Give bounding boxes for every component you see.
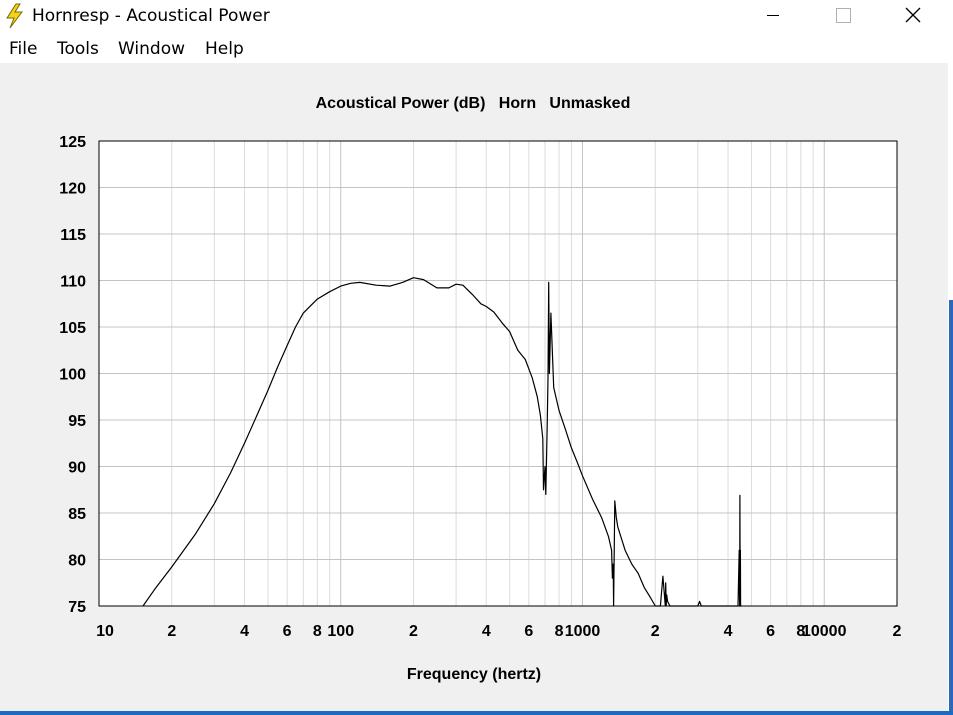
menu-help[interactable]: Help	[205, 39, 244, 59]
taskbar-edge	[0, 711, 953, 715]
x-tick-label: 2	[651, 623, 660, 640]
chart-title: Acoustical Power (dB) Horn Unmasked	[316, 95, 631, 112]
x-tick-label: 8	[796, 623, 805, 640]
maximize-button[interactable]	[819, 0, 865, 33]
y-tick-label: 100	[59, 367, 86, 384]
close-icon	[905, 7, 921, 23]
y-tick-label: 110	[60, 274, 86, 291]
minimize-button[interactable]	[750, 0, 796, 33]
window-title: Hornresp - Acoustical Power	[32, 6, 270, 26]
minimize-icon	[767, 15, 779, 16]
x-tick-label: 2	[167, 623, 176, 640]
x-tick-label: 100	[327, 623, 354, 640]
acoustical-power-chart: Acoustical Power (dB) Horn Unmasked 75 80 8…	[59, 95, 902, 683]
x-axis-label: Frequency (hertz)	[407, 666, 541, 683]
x-tick-label: 2	[893, 623, 902, 640]
series-line	[142, 277, 742, 607]
x-tick-label: 10	[96, 623, 114, 640]
x-tick-label: 10000	[802, 623, 847, 640]
y-tick-label: 95	[68, 413, 86, 430]
y-tick-label: 105	[59, 320, 86, 337]
x-tick-label: 2	[409, 623, 418, 640]
x-tick-label: 6	[524, 623, 533, 640]
plot-border	[98, 140, 898, 607]
x-tick-label: 6	[766, 623, 775, 640]
x-tick-label: 4	[240, 623, 249, 640]
menu-file[interactable]: File	[9, 39, 38, 59]
y-tick-label: 115	[60, 227, 86, 244]
x-tick-label: 4	[482, 623, 491, 640]
x-tick-label: 8	[555, 623, 564, 640]
x-tick-label: 8	[313, 623, 322, 640]
maximize-icon	[836, 8, 851, 23]
y-tick-label: 125	[59, 134, 86, 151]
x-tick-label: 6	[283, 623, 292, 640]
lightning-icon	[6, 3, 23, 29]
y-tick-label: 120	[59, 181, 86, 198]
y-tick-label: 85	[68, 506, 86, 523]
close-button[interactable]	[890, 0, 936, 33]
desktop-edge-blue	[949, 300, 953, 715]
x-tick-label: 4	[724, 623, 733, 640]
menu-window[interactable]: Window	[118, 39, 186, 59]
x-tick-label: 1000	[565, 623, 601, 640]
title-bar[interactable]: Hornresp - Acoustical Power	[0, 0, 948, 33]
menu-tools[interactable]: Tools	[57, 39, 99, 59]
y-tick-label: 80	[68, 553, 86, 570]
y-tick-label: 90	[68, 460, 86, 477]
menu-bar: File Tools Window Help	[0, 33, 948, 63]
y-tick-label: 75	[68, 599, 86, 616]
